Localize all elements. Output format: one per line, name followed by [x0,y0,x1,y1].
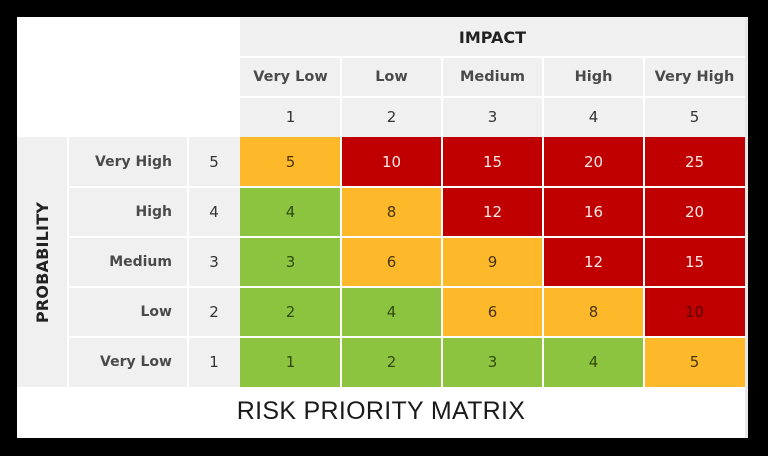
risk-cell: 2 [341,337,442,387]
risk-cell: 15 [442,137,543,187]
grid-line [67,137,69,387]
grid-line [643,57,645,387]
probability-level-value: 3 [188,237,240,287]
risk-cell: 8 [543,287,644,337]
probability-axis-title: PROBABILITY [33,201,53,323]
probability-level-label: Low [68,287,188,337]
risk-cell: 6 [442,287,543,337]
impact-level-label: High [543,57,644,97]
impact-axis-title: IMPACT [240,17,745,57]
matrix-title: RISK PRIORITY MATRIX [236,396,526,425]
risk-cell: 9 [442,237,543,287]
probability-level-value: 5 [188,137,240,187]
probability-level-value: 1 [188,337,240,387]
probability-level-label: Very High [68,137,188,187]
risk-cell: 5 [644,337,745,387]
grid-line [441,57,443,387]
risk-cell: 8 [341,187,442,237]
grid-line [68,236,745,238]
risk-cell: 5 [240,137,341,187]
impact-level-label: Very High [644,57,745,97]
risk-cell: 12 [442,187,543,237]
probability-level-value: 2 [188,287,240,337]
grid-line [542,57,544,387]
impact-level-value: 1 [240,97,341,137]
probability-level-label: Very Low [68,337,188,387]
probability-level-label: High [68,187,188,237]
risk-cell: 4 [240,187,341,237]
impact-level-value: 5 [644,97,745,137]
risk-cell: 4 [341,287,442,337]
grid-line [68,286,745,288]
impact-level-label: Medium [442,57,543,97]
risk-cell: 3 [240,237,341,287]
impact-level-value: 2 [341,97,442,137]
risk-cell: 15 [644,237,745,287]
risk-cell: 1 [240,337,341,387]
grid-line [240,96,745,98]
risk-cell: 20 [543,137,644,187]
grid-line [240,56,745,58]
grid-line [187,137,189,387]
risk-cell: 12 [543,237,644,287]
grid-line [68,336,745,338]
risk-cell: 10 [644,287,745,337]
risk-cell: 20 [644,187,745,237]
risk-cell: 6 [341,237,442,287]
risk-cell: 3 [442,337,543,387]
risk-cell: 4 [543,337,644,387]
risk-cell: 25 [644,137,745,187]
grid-line [68,186,745,188]
impact-level-label: Very Low [240,57,341,97]
risk-cell: 10 [341,137,442,187]
risk-cell: 16 [543,187,644,237]
probability-axis: PROBABILITY [17,137,68,387]
probability-level-label: Medium [68,237,188,287]
risk-cell: 2 [240,287,341,337]
probability-level-value: 4 [188,187,240,237]
impact-level-value: 4 [543,97,644,137]
grid-line [340,57,342,387]
impact-level-value: 3 [442,97,543,137]
impact-level-label: Low [341,57,442,97]
